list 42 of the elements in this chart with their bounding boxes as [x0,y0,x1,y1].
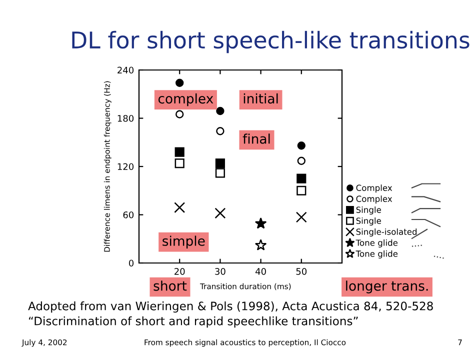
point [174,158,184,168]
point [254,239,267,250]
point [215,158,225,168]
x-tick-label: 20 [174,268,185,275]
annotation: simple [162,236,205,248]
legend-label: Tone glide [356,239,398,248]
text: longer trans. [346,280,428,294]
point [216,106,224,116]
legend-label: Complex [356,184,392,193]
chart-title: DL for short speech-like transitions [72,30,470,54]
x-tick-label: 50 [296,268,307,275]
point [216,127,224,136]
text: Adopted from van Wieringen & Pols (1998), Acta Acustica 84, 520-528 [28,301,433,313]
y-tick-label: 60 [123,211,134,218]
legend-label: Single [356,217,381,226]
legend-label: Single-isolated [356,228,417,237]
annotation: complex [158,93,214,106]
x-tick-label: 40 [256,268,266,275]
y-tick-label: 120 [118,163,134,170]
point [296,212,307,223]
point [174,147,184,157]
y-tick-label: 0 [128,260,134,267]
point [214,208,226,219]
point [297,156,306,165]
annotation: final [242,134,270,144]
legend-label: Single [356,206,381,215]
point [174,202,186,213]
point [176,110,184,118]
point [297,141,306,150]
legend-label: Tone glide [356,250,398,258]
y-tick-label: 240 [118,66,134,74]
point [176,78,184,87]
point [254,217,267,229]
x-tick-label: 30 [215,268,226,275]
annotation: initial [244,93,278,104]
text: short [154,280,187,291]
legend-label: Complex [356,196,392,204]
point [296,186,306,196]
point [296,174,306,184]
point [215,168,225,178]
y-tick-label: 180 [118,114,134,122]
text: “Discrimination of short and rapid speechlike transitions” [28,316,358,328]
